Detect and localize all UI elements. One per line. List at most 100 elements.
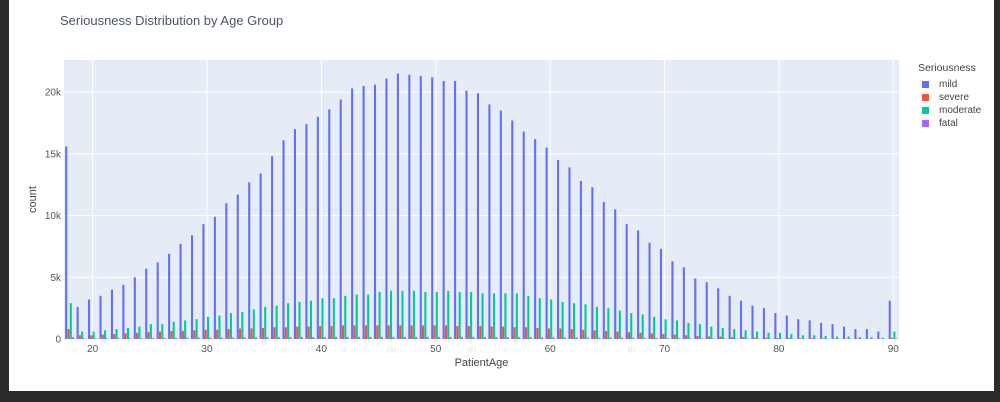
bar-severe (696, 335, 699, 339)
bar-moderate (332, 298, 335, 339)
bar-severe (753, 337, 756, 339)
bar-moderate (92, 331, 95, 339)
bar-moderate (698, 324, 701, 339)
bar-fatal (255, 337, 258, 339)
bar-severe (239, 328, 242, 339)
bar-severe (547, 328, 550, 339)
bar-mild (602, 201, 605, 339)
bar-fatal (289, 337, 292, 339)
x-tick-label: 60 (545, 344, 557, 355)
bar-moderate (206, 316, 210, 339)
bar-severe (376, 325, 379, 339)
bar-mild (614, 209, 617, 339)
bar-mild (362, 85, 365, 340)
bar-moderate (69, 303, 72, 339)
bar-moderate (195, 319, 198, 339)
bar-severe (559, 328, 562, 339)
bar-fatal (586, 337, 589, 339)
bar-fatal (357, 336, 361, 339)
legend-item-moderate[interactable]: moderate (918, 104, 981, 117)
bar-severe (822, 338, 825, 339)
bar-fatal (472, 336, 475, 339)
bar-moderate (733, 329, 736, 339)
bar-severe (78, 335, 81, 339)
bar-mild (202, 224, 205, 339)
bar-severe (616, 331, 619, 339)
bar-mild (396, 73, 399, 339)
bar-mild (659, 248, 663, 339)
bar-severe (890, 337, 894, 339)
bar-moderate (264, 306, 267, 339)
legend-item-severe[interactable]: severe (918, 91, 981, 104)
bar-fatal (460, 336, 463, 339)
y-tick-label: 10k (45, 211, 62, 222)
bar-severe (730, 337, 733, 339)
bar-mild (854, 329, 857, 339)
bar-severe (330, 326, 333, 339)
bar-severe (742, 337, 745, 339)
bar-moderate (550, 299, 553, 339)
bar-severe (124, 333, 127, 339)
bar-moderate (595, 306, 598, 339)
y-tick-label: 20k (45, 88, 62, 99)
bar-severe (307, 326, 310, 339)
bar-fatal (152, 338, 155, 339)
bar-moderate (881, 337, 884, 339)
bar-severe (341, 325, 345, 339)
bar-fatal (266, 337, 269, 339)
window-frame-right (994, 0, 1000, 402)
y-tick-label: 0 (55, 335, 61, 346)
legend-label-mild: mild (939, 79, 958, 90)
bar-mild (385, 78, 388, 339)
y-tick-label: 5k (50, 273, 62, 284)
bar-fatal (540, 337, 544, 339)
bar-mild (293, 129, 296, 339)
bar-moderate (527, 295, 530, 339)
bar-mild (682, 267, 685, 339)
bar-fatal (415, 336, 418, 339)
bar-moderate (858, 337, 862, 339)
bar-fatal (174, 337, 178, 339)
bar-moderate (790, 334, 793, 339)
bar-moderate (275, 305, 278, 339)
bar-fatal (449, 336, 452, 339)
bar-fatal (621, 337, 624, 339)
bar-severe (799, 338, 802, 339)
bar-mild (751, 305, 754, 339)
bar-mild (522, 131, 525, 339)
bar-severe (216, 329, 219, 339)
legend-item-mild[interactable]: mild (918, 78, 981, 91)
bar-mild (316, 116, 319, 339)
bar-moderate (481, 293, 484, 339)
bar-mild (877, 331, 880, 339)
bar-mild (694, 278, 697, 339)
bar-fatal (220, 337, 223, 339)
legend-item-fatal[interactable]: fatal (918, 117, 981, 130)
bar-mild (511, 120, 514, 339)
bar-severe (513, 327, 516, 339)
bar-fatal (655, 338, 658, 339)
bar-severe (284, 327, 287, 339)
bar-severe (227, 329, 230, 339)
bar-mild (556, 159, 560, 339)
bar-severe (261, 327, 264, 339)
bar-severe (479, 326, 482, 339)
bar-moderate (767, 332, 770, 339)
bar-moderate (664, 319, 667, 339)
bar-mild (785, 315, 788, 339)
bar-severe (707, 336, 711, 339)
legend-label-fatal: fatal (939, 118, 958, 129)
bar-moderate (504, 293, 507, 339)
bar-moderate (149, 324, 152, 339)
bar-fatal (438, 336, 441, 339)
bar-severe (467, 326, 470, 339)
bar-severe (536, 327, 539, 339)
bar-severe (456, 326, 459, 339)
bar-moderate (824, 335, 827, 339)
bar-moderate (344, 295, 347, 339)
bar-mild (637, 230, 640, 339)
bar-fatal (678, 338, 681, 339)
bar-fatal (300, 337, 303, 339)
bar-moderate (298, 301, 301, 339)
bar-severe (490, 326, 493, 339)
